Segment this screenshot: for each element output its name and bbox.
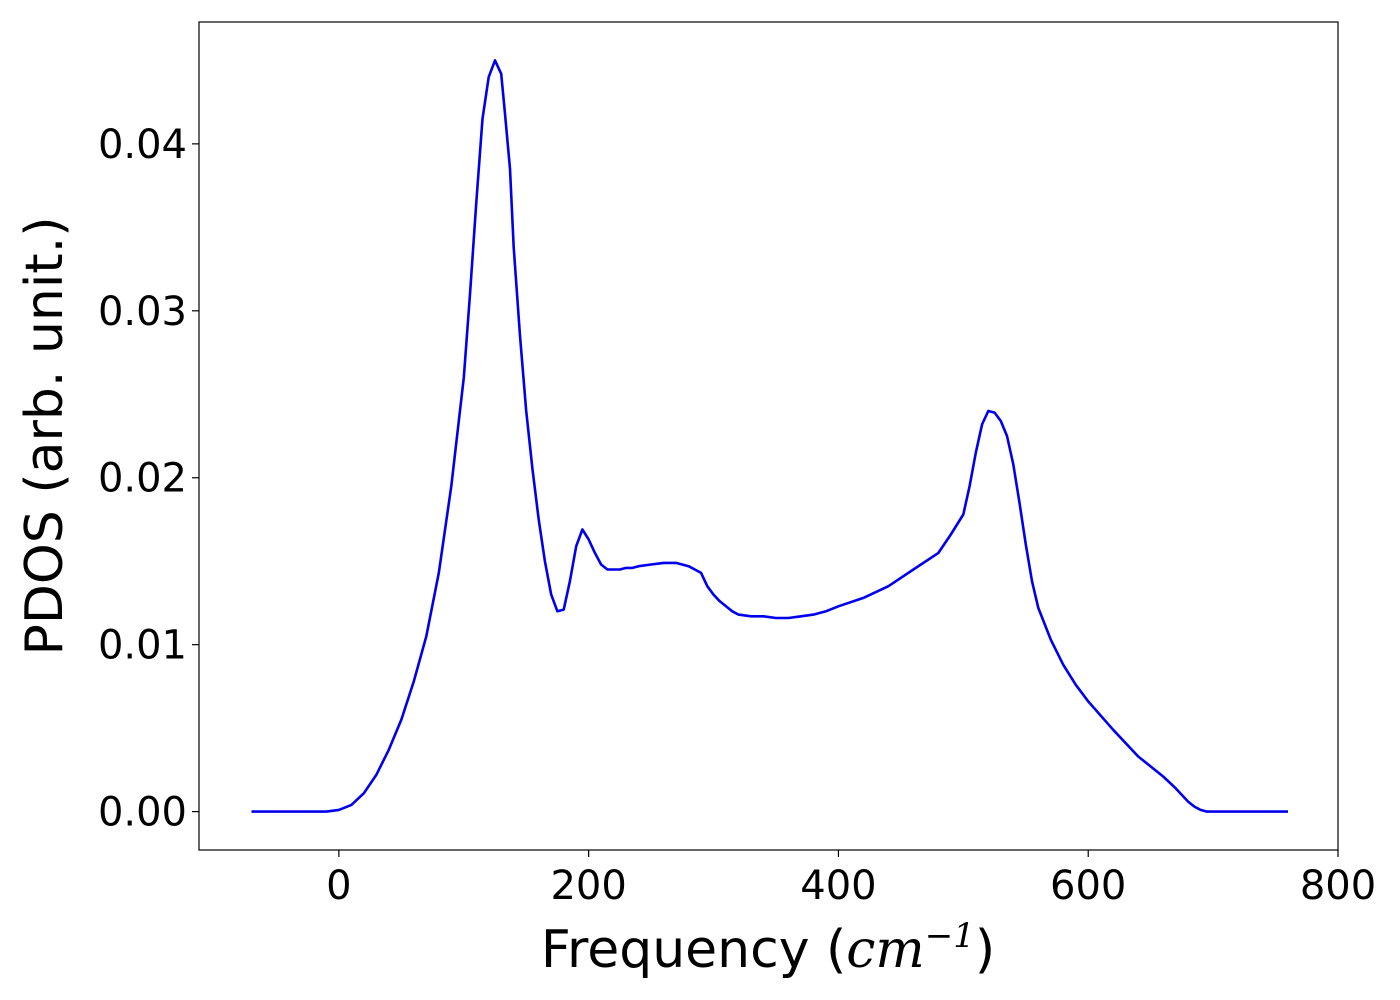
x-tick-label: 200: [550, 863, 626, 909]
x-axis-ticks: 0 200 400 600 800: [326, 850, 1376, 909]
y-tick-label: 0.00: [98, 790, 187, 836]
x-tick-label: 0: [326, 863, 351, 909]
x-tick-label: 800: [1300, 863, 1376, 909]
plot-area-frame: [198, 21, 1339, 851]
x-tick-label: 400: [800, 863, 876, 909]
y-axis-ticks: 0.00 0.01 0.02 0.03 0.04: [98, 122, 199, 836]
y-axis-label: PDOS (arb. unit.): [15, 216, 75, 655]
pdos-series-line: [251, 59, 1288, 813]
y-tick-label: 0.02: [98, 456, 187, 502]
y-tick-label: 0.03: [98, 289, 187, 335]
x-tick-label: 600: [1050, 863, 1126, 909]
y-tick-label: 0.01: [98, 623, 187, 669]
y-tick-label: 0.04: [98, 122, 187, 168]
x-axis-label: Frequency (cm−1): [541, 916, 995, 980]
